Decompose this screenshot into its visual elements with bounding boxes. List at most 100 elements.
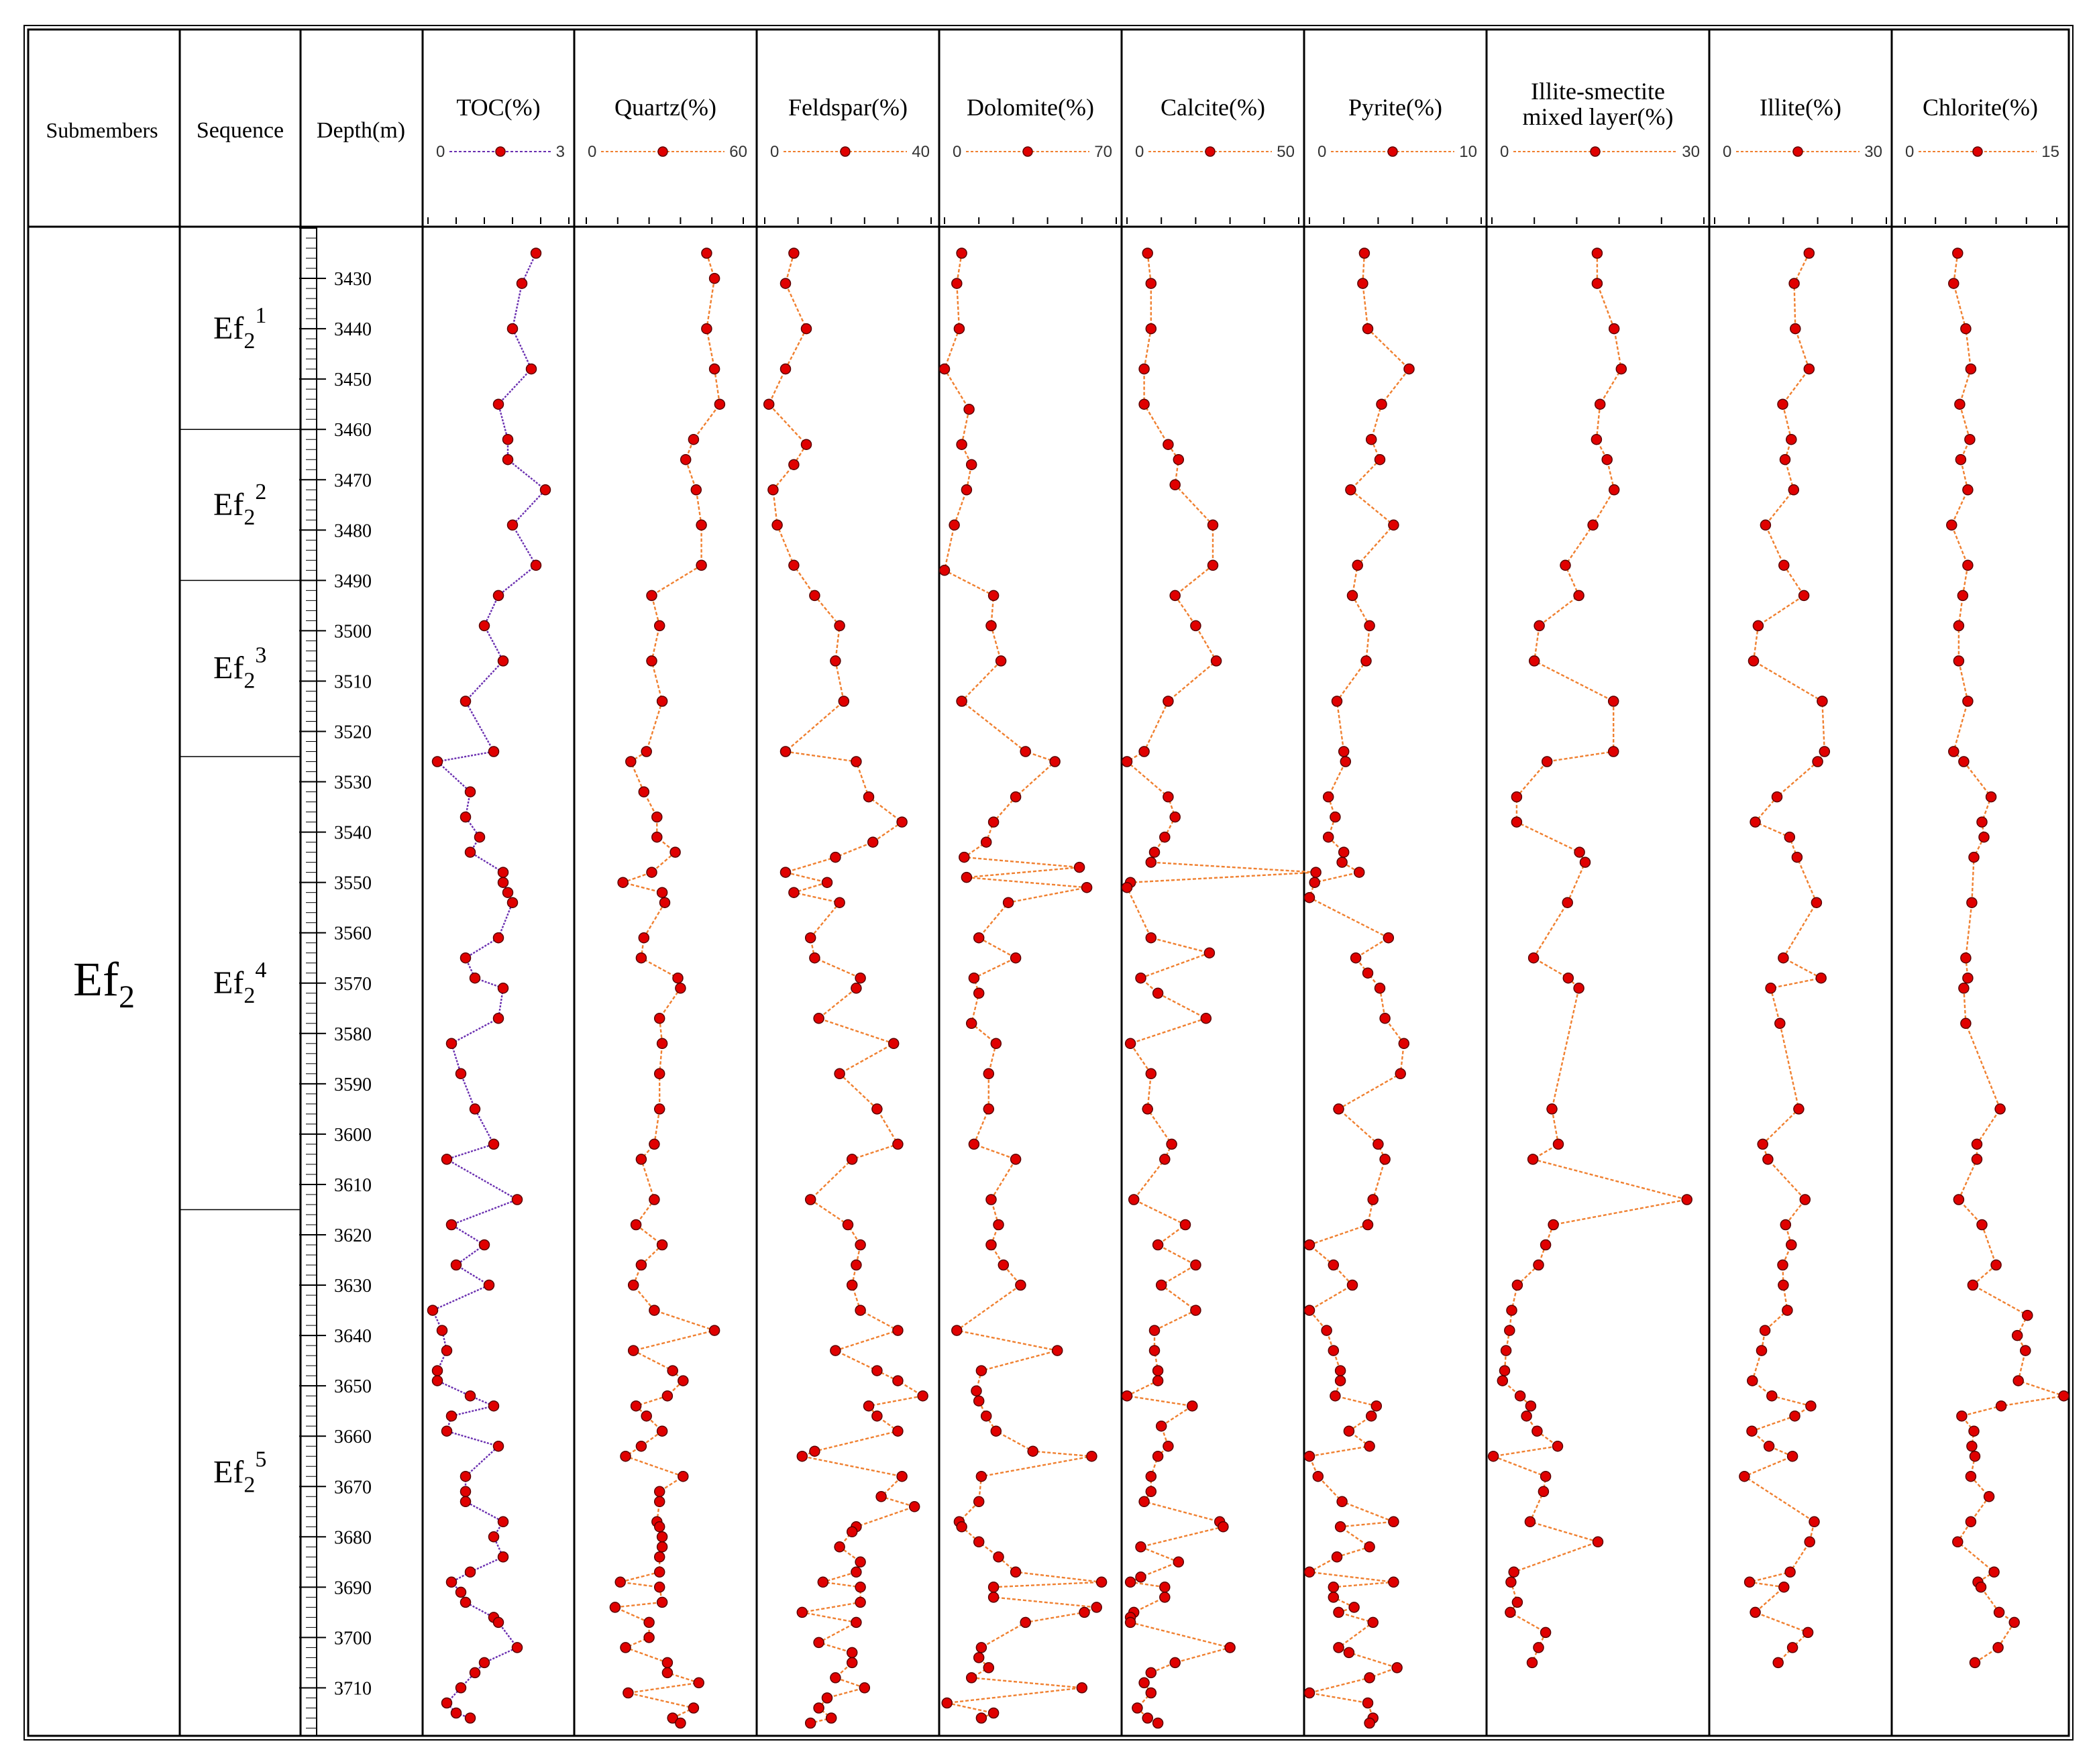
data-point (502, 433, 514, 445)
data-point (635, 1154, 647, 1165)
data-point (1487, 1450, 1499, 1462)
legend-marker (657, 146, 668, 157)
depth-tick-label: 3580 (334, 1024, 372, 1045)
data-point (1992, 1642, 2004, 1653)
sequence-label-sup: 3 (255, 643, 266, 668)
data-point (693, 1677, 704, 1689)
data-point (497, 983, 509, 994)
data-point (846, 1657, 858, 1669)
data-point (1207, 559, 1219, 571)
data-point (1983, 1491, 1995, 1502)
track-pyrite: Pyrite(%) 0 10 (1303, 94, 1482, 1729)
data-point (800, 323, 812, 335)
data-point (1946, 519, 1957, 531)
data-point (1752, 620, 1764, 632)
data-point (956, 1521, 967, 1533)
legend-marker (1590, 146, 1601, 157)
data-point (630, 1400, 642, 1412)
data-point (656, 696, 668, 707)
data-point (987, 1582, 1000, 1593)
data-point (1798, 590, 1810, 602)
data-point (1497, 1375, 1509, 1386)
data-point (965, 1017, 977, 1030)
data-point (492, 1013, 504, 1024)
data-point (851, 1259, 862, 1271)
data-point (1538, 1486, 1550, 1498)
data-point (1163, 696, 1174, 707)
data-point (1819, 746, 1831, 757)
data-point (1957, 590, 1969, 602)
data-point (892, 1325, 904, 1336)
data-point (1333, 1642, 1344, 1653)
data-point (779, 867, 792, 878)
data-point (688, 433, 700, 445)
member-label-sub: 2 (119, 979, 135, 1015)
data-point (987, 590, 1000, 602)
data-point (973, 1395, 985, 1407)
track-title: Pyrite(%) (1348, 94, 1442, 121)
data-point (1995, 1400, 2007, 1412)
data-point (1552, 1440, 1564, 1452)
legend-marker (1205, 146, 1216, 157)
legend-marker (495, 146, 506, 157)
data-point (1993, 1606, 2005, 1618)
data-point (1592, 1536, 1604, 1548)
data-point (1343, 1647, 1355, 1659)
data-point (1159, 1582, 1171, 1593)
data-point (1364, 1717, 1375, 1729)
data-point (1960, 323, 1972, 335)
data-point (445, 1219, 458, 1231)
data-point (1615, 363, 1627, 375)
data-point (1135, 972, 1146, 984)
scale-max-label: 30 (1682, 143, 1700, 161)
data-point (959, 851, 970, 863)
data-point (497, 655, 509, 667)
data-point (1010, 1566, 1022, 1578)
data-point (1528, 655, 1540, 667)
data-point (511, 1194, 523, 1205)
data-point (1579, 857, 1591, 868)
data-point (1376, 398, 1387, 410)
data-point (1121, 1390, 1133, 1402)
depth-tick-label: 3430 (334, 269, 372, 290)
data-point (846, 1647, 858, 1659)
data-point (1328, 1345, 1340, 1356)
track-title: Illite-smectite (1531, 78, 1665, 105)
data-point (1962, 972, 1974, 984)
data-point (975, 1365, 987, 1376)
data-point (1552, 1138, 1564, 1150)
data-point (672, 972, 684, 984)
data-point (2022, 1309, 2033, 1321)
data-point (871, 1365, 883, 1376)
data-point (1343, 1425, 1355, 1437)
track-title: Chlorite(%) (1923, 94, 2038, 121)
data-point (1546, 1103, 1558, 1115)
data-point (1138, 1677, 1150, 1689)
data-point (1504, 1325, 1515, 1336)
data-point (1774, 1017, 1786, 1030)
data-point (1159, 831, 1171, 843)
data-point (1962, 484, 1974, 496)
data-point (625, 756, 637, 767)
data-point (965, 1672, 977, 1684)
depth-tick-label: 3690 (334, 1578, 372, 1598)
sequence-label: Ef21 (213, 303, 266, 353)
data-point (1805, 1400, 1817, 1412)
data-point (1367, 1616, 1379, 1629)
data-point (1772, 1657, 1784, 1669)
scale-min-label: 0 (588, 143, 596, 161)
data-point (1364, 1440, 1375, 1452)
data-point (460, 811, 472, 823)
data-point (968, 1138, 980, 1150)
sequence-label-sup: 1 (255, 303, 266, 328)
data-point (638, 786, 650, 797)
data-point (1955, 453, 1967, 465)
data-point (1968, 1425, 1980, 1437)
depth-tick-label: 3520 (334, 722, 372, 743)
data-point (1953, 620, 1965, 632)
track-title: Dolomite(%) (967, 94, 1094, 121)
data-point (1142, 247, 1153, 259)
data-point (478, 620, 490, 632)
data-point (834, 1541, 845, 1553)
data-point (653, 1013, 665, 1024)
